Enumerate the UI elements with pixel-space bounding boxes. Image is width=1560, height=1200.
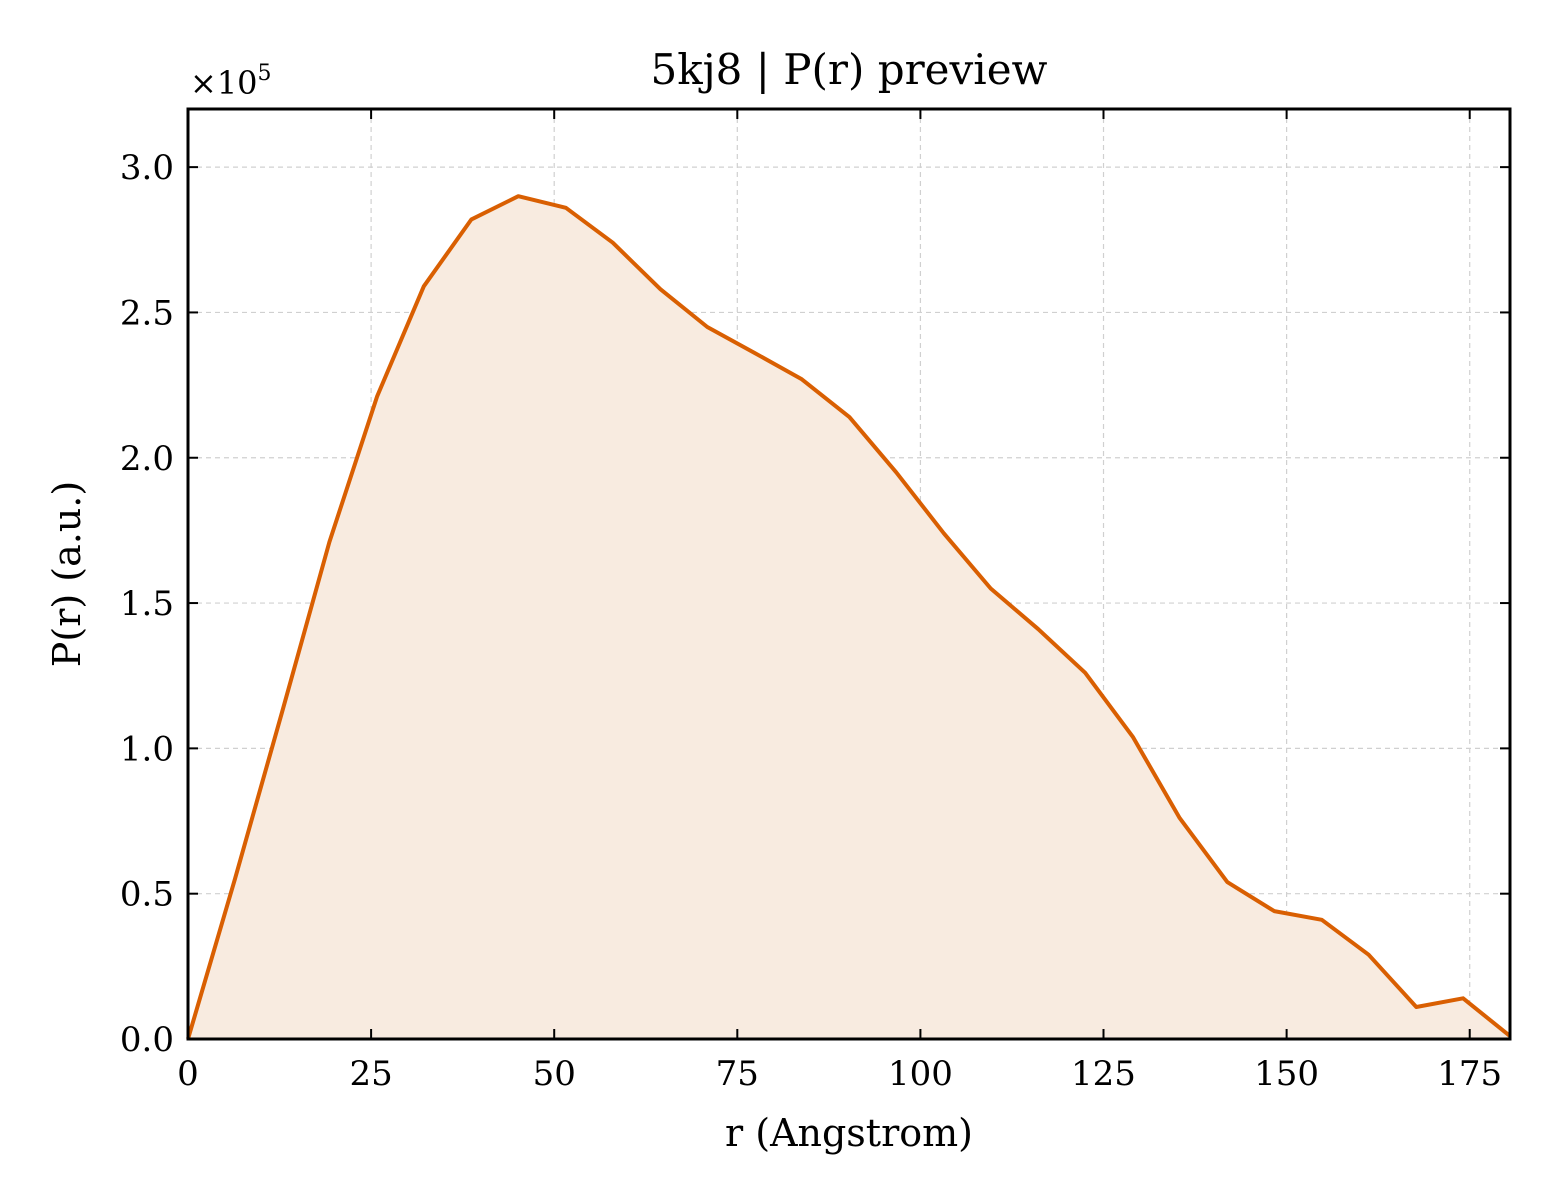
y-tick-label: 0.5 <box>120 875 174 915</box>
y-tick-label: 2.0 <box>120 439 174 479</box>
x-axis-title: r (Angstrom) <box>725 1111 973 1155</box>
x-tick-label: 75 <box>716 1054 759 1094</box>
y-multiplier-label: ×105 <box>190 61 272 102</box>
y-multiplier-exponent: 5 <box>258 61 272 86</box>
y-tick-label: 2.5 <box>120 293 174 333</box>
x-tick-label: 150 <box>1254 1054 1319 1094</box>
pr-area-fill <box>188 196 1510 1039</box>
y-tick-label: 1.0 <box>120 729 174 769</box>
x-tick-label: 0 <box>177 1054 199 1094</box>
y-tick-labels: 0.0 0.5 1.0 1.5 2.0 2.5 3.0 <box>120 148 174 1060</box>
x-tick-label: 125 <box>1071 1054 1136 1094</box>
y-tick-label: 1.5 <box>120 584 174 624</box>
y-multiplier-base: ×10 <box>190 64 258 102</box>
y-tick-label: 0.0 <box>120 1020 174 1060</box>
y-axis-title: P(r) (a.u.) <box>45 481 89 667</box>
chart-title: 5kj8 | P(r) preview <box>650 45 1047 94</box>
plot-frame <box>186 107 1512 1041</box>
axis-ticks <box>187 109 1510 1040</box>
x-tick-label: 25 <box>349 1054 392 1094</box>
pr-series-line <box>186 194 1512 1040</box>
y-tick-label: 3.0 <box>120 148 174 188</box>
x-tick-label: 175 <box>1437 1054 1502 1094</box>
x-tick-label: 50 <box>533 1054 576 1094</box>
x-tick-labels: 0 25 50 75 100 125 150 175 <box>177 1054 1502 1094</box>
x-tick-label: 100 <box>888 1054 953 1094</box>
